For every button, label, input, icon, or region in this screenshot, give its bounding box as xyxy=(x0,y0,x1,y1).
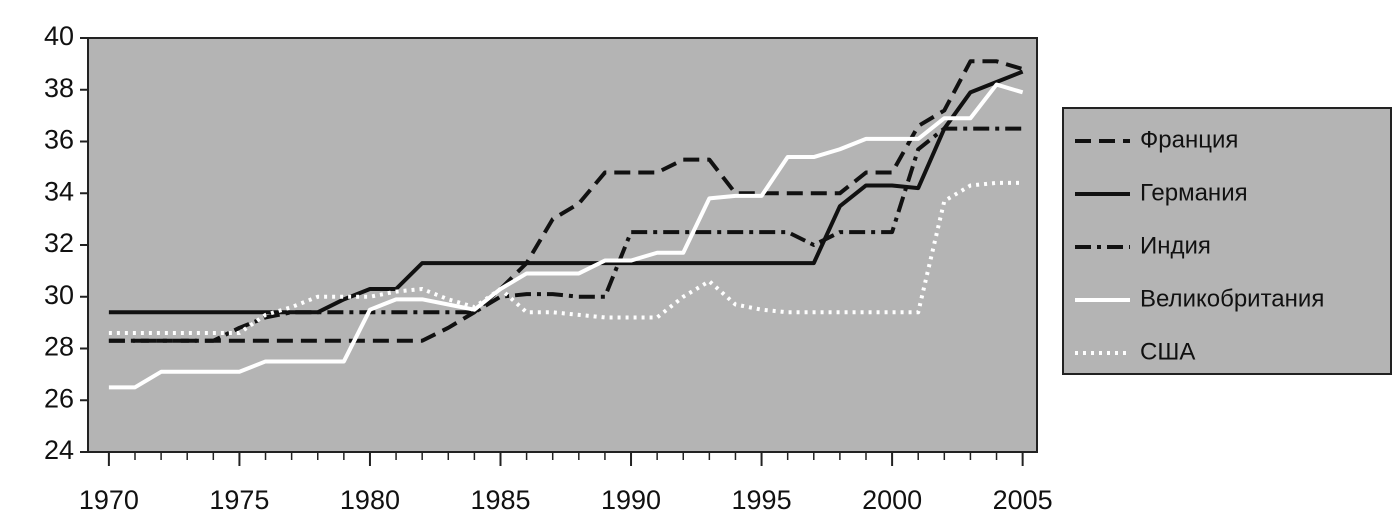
x-tick-label: 1985 xyxy=(470,485,530,515)
x-tick-label: 1970 xyxy=(79,485,139,515)
y-tick-label: 26 xyxy=(44,383,74,413)
y-tick-label: 24 xyxy=(44,435,74,465)
x-tick-label: 1975 xyxy=(209,485,269,515)
x-tick-label: 1990 xyxy=(601,485,661,515)
legend-label: Индия xyxy=(1140,232,1211,259)
y-tick-label: 38 xyxy=(44,73,74,103)
legend-label: США xyxy=(1140,338,1195,365)
y-tick-label: 36 xyxy=(44,125,74,155)
plot-area xyxy=(87,37,1038,453)
y-tick-label: 32 xyxy=(44,228,74,258)
series-line xyxy=(108,82,1024,390)
legend-label: Великобритания xyxy=(1140,285,1324,312)
x-tick-label: 1995 xyxy=(732,485,792,515)
legend-label: Франция xyxy=(1140,126,1238,153)
y-tick-label: 28 xyxy=(44,332,74,362)
series-line xyxy=(108,59,1024,343)
y-tick-label: 40 xyxy=(44,21,74,51)
x-tick-label: 1980 xyxy=(340,485,400,515)
series-line xyxy=(108,69,1024,315)
legend-box xyxy=(1062,107,1392,375)
x-tick-label: 2000 xyxy=(862,485,922,515)
series-line xyxy=(108,180,1023,335)
legend-label: Германия xyxy=(1140,179,1248,206)
y-tick-label: 30 xyxy=(44,280,74,310)
y-tick-label: 34 xyxy=(44,176,74,206)
x-tick-label: 2005 xyxy=(993,485,1053,515)
